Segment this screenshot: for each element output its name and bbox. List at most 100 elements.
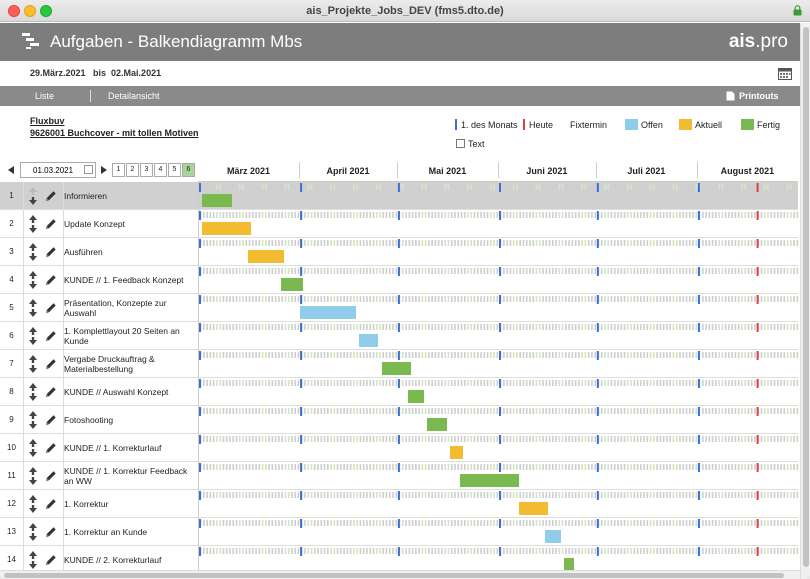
gantt-bar[interactable] [450, 446, 464, 459]
page-button-2[interactable]: 2 [126, 163, 139, 177]
edit-pencil-icon[interactable] [45, 246, 57, 258]
table-row[interactable]: 12 1. Korrektur [0, 490, 799, 518]
gantt-bar[interactable] [427, 418, 447, 431]
vertical-scrollbar[interactable] [800, 23, 810, 579]
previous-arrow-icon[interactable] [8, 166, 14, 174]
gantt-bar[interactable] [544, 530, 561, 543]
day-ticks [199, 463, 799, 472]
task-label: KUNDE // 1. Korrekturlauf [63, 434, 195, 462]
edit-pencil-icon[interactable] [45, 190, 57, 202]
table-row[interactable]: 10 KUNDE // 1. Korrekturlauf [0, 434, 799, 462]
project-title-link[interactable]: 9626001 Buchcover - mit tollen Motiven [30, 128, 199, 138]
table-row[interactable]: 11 KUNDE // 1. Korrektur Feedback an WW [0, 462, 799, 490]
gantt-bar[interactable] [247, 250, 284, 263]
move-row-icon[interactable] [27, 466, 39, 486]
gantt-row [198, 518, 799, 546]
edit-pencil-icon[interactable] [45, 526, 57, 538]
row-number: 4 [0, 266, 24, 294]
table-row[interactable]: 2 Update Konzept [0, 210, 799, 238]
project-name-link[interactable]: Fluxbuv [30, 116, 65, 126]
table-row[interactable]: 3 Ausführen [0, 238, 799, 266]
gantt-bar[interactable] [300, 306, 356, 319]
maximize-window-button[interactable] [40, 5, 52, 17]
nav-list[interactable]: Liste [35, 91, 55, 101]
gantt-bar[interactable] [358, 334, 379, 347]
row-number: 6 [0, 322, 24, 350]
edit-pencil-icon[interactable] [45, 218, 57, 230]
move-row-icon[interactable] [27, 522, 39, 542]
vertical-scroll-thumb[interactable] [803, 27, 809, 567]
table-row[interactable]: 1 Informieren [0, 182, 799, 210]
legend-current-swatch [679, 119, 692, 130]
table-row[interactable]: 7 Vergabe Druckauftrag & Materialbestellu… [0, 350, 799, 378]
edit-pencil-icon[interactable] [45, 470, 57, 482]
nav-detail[interactable]: Detailansicht [108, 91, 160, 101]
edit-pencil-icon[interactable] [45, 358, 57, 370]
move-row-icon[interactable] [27, 270, 39, 290]
horizontal-scroll-thumb[interactable] [4, 573, 784, 578]
gantt-bar[interactable] [459, 474, 519, 487]
move-row-icon[interactable] [27, 242, 39, 262]
row-number: 12 [0, 490, 24, 518]
gantt-row [198, 322, 799, 350]
gantt-row [198, 350, 799, 378]
minimize-window-button[interactable] [24, 5, 36, 17]
table-row[interactable]: 5 Präsentation, Konzepte zur Auswahl [0, 294, 799, 322]
gantt-row [198, 490, 799, 518]
gantt-bar[interactable] [280, 278, 304, 291]
move-row-icon[interactable] [27, 186, 39, 206]
move-row-icon[interactable] [27, 354, 39, 374]
day-ticks [199, 547, 799, 556]
edit-pencil-icon[interactable] [45, 498, 57, 510]
task-label: Ausführen [63, 238, 195, 266]
page-button-3[interactable]: 3 [140, 163, 153, 177]
legend-text: Text [468, 139, 485, 149]
gantt-bar[interactable] [564, 558, 574, 571]
edit-pencil-icon[interactable] [45, 386, 57, 398]
edit-pencil-icon[interactable] [45, 274, 57, 286]
page-button-6[interactable]: 6 [182, 163, 195, 177]
row-number: 5 [0, 294, 24, 322]
table-row[interactable]: 13 1. Korrektur an Kunde [0, 518, 799, 546]
move-row-icon[interactable] [27, 382, 39, 402]
move-row-icon[interactable] [27, 494, 39, 514]
text-checkbox[interactable] [456, 139, 465, 148]
close-window-button[interactable] [8, 5, 20, 17]
nav-printouts[interactable]: Printouts [739, 91, 779, 101]
gantt-bar[interactable] [202, 194, 232, 207]
horizontal-scrollbar[interactable] [0, 570, 800, 579]
row-number: 13 [0, 518, 24, 546]
table-row[interactable]: 8 KUNDE // Auswahl Konzept [0, 378, 799, 406]
next-arrow-icon[interactable] [101, 166, 107, 174]
calendar-icon[interactable] [778, 67, 792, 80]
gantt-bar[interactable] [407, 390, 424, 403]
gantt-bar[interactable] [381, 362, 411, 375]
task-label-text: Ausführen [64, 247, 103, 257]
gantt-row [198, 434, 799, 462]
date-picker-icon[interactable] [84, 165, 93, 174]
edit-pencil-icon[interactable] [45, 554, 57, 566]
page-button-4[interactable]: 4 [154, 163, 167, 177]
edit-pencil-icon[interactable] [45, 330, 57, 342]
month-divider [299, 162, 301, 178]
move-row-icon[interactable] [27, 326, 39, 346]
gantt-bar[interactable] [202, 222, 252, 235]
move-row-icon[interactable] [27, 214, 39, 234]
page-button-5[interactable]: 5 [168, 163, 181, 177]
move-row-icon[interactable] [27, 550, 39, 570]
edit-pencil-icon[interactable] [45, 414, 57, 426]
table-row[interactable]: 9 Fotoshooting [0, 406, 799, 434]
move-row-icon[interactable] [27, 410, 39, 430]
task-label: KUNDE // Auswahl Konzept [63, 378, 195, 406]
edit-pencil-icon[interactable] [45, 442, 57, 454]
day-ticks [199, 435, 799, 444]
table-row[interactable]: 4 KUNDE // 1. Feedback Konzept [0, 266, 799, 294]
edit-pencil-icon[interactable] [45, 302, 57, 314]
move-row-icon[interactable] [27, 438, 39, 458]
move-row-icon[interactable] [27, 298, 39, 318]
page-button-1[interactable]: 1 [112, 163, 125, 177]
start-date-input[interactable] [20, 162, 96, 178]
tasks-logo-icon [22, 33, 39, 49]
table-row[interactable]: 6 1. Komplettlayout 20 Seiten an Kunde [0, 322, 799, 350]
gantt-bar[interactable] [518, 502, 548, 515]
